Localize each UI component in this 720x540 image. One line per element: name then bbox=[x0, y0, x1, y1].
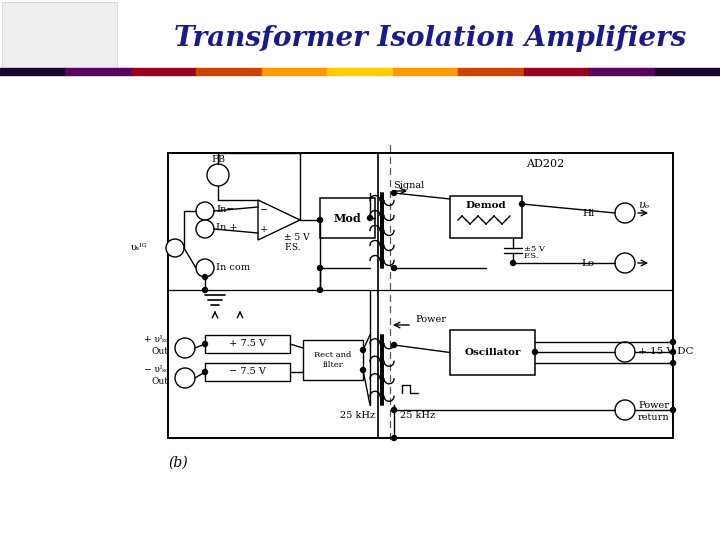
Bar bbox=[328, 68, 394, 75]
Circle shape bbox=[392, 266, 397, 271]
Circle shape bbox=[318, 266, 323, 271]
Circle shape bbox=[318, 218, 323, 222]
Text: Signal: Signal bbox=[393, 181, 424, 191]
Text: F.S.: F.S. bbox=[524, 252, 539, 260]
Text: + υᴵₛₒ: + υᴵₛₒ bbox=[145, 334, 169, 343]
Text: 25 kHz: 25 kHz bbox=[340, 410, 375, 420]
Bar bbox=[197, 68, 263, 75]
Text: In +: In + bbox=[216, 224, 238, 233]
Text: ±5 V: ±5 V bbox=[524, 245, 545, 253]
Text: −: − bbox=[260, 206, 268, 215]
Circle shape bbox=[670, 340, 675, 345]
Bar bbox=[0, 68, 66, 75]
Circle shape bbox=[520, 201, 524, 206]
Text: Hi: Hi bbox=[582, 208, 595, 218]
Text: + 7.5 V: + 7.5 V bbox=[229, 340, 266, 348]
Bar bbox=[262, 68, 328, 75]
Text: Mod: Mod bbox=[333, 213, 361, 224]
Circle shape bbox=[670, 349, 675, 354]
Text: Lo: Lo bbox=[582, 259, 595, 267]
Circle shape bbox=[367, 215, 372, 220]
Text: − 7.5 V: − 7.5 V bbox=[229, 368, 266, 376]
Circle shape bbox=[175, 368, 195, 388]
Circle shape bbox=[533, 349, 538, 354]
Bar bbox=[205, 335, 290, 353]
Bar bbox=[320, 198, 375, 238]
Circle shape bbox=[392, 435, 397, 441]
Text: ± 5 V: ± 5 V bbox=[284, 233, 310, 241]
Text: Demod: Demod bbox=[466, 200, 506, 210]
Circle shape bbox=[361, 348, 366, 353]
Bar bbox=[523, 68, 590, 75]
Bar bbox=[392, 68, 459, 75]
Bar bbox=[168, 153, 378, 438]
Text: Power: Power bbox=[638, 402, 669, 410]
Text: Power: Power bbox=[415, 315, 446, 325]
Circle shape bbox=[615, 253, 635, 273]
Circle shape bbox=[615, 400, 635, 420]
Circle shape bbox=[361, 368, 366, 373]
Circle shape bbox=[510, 260, 516, 266]
Text: return: return bbox=[638, 413, 670, 422]
Text: FB: FB bbox=[211, 154, 225, 164]
Circle shape bbox=[196, 220, 214, 238]
Circle shape bbox=[202, 341, 207, 347]
Text: F.S.: F.S. bbox=[284, 242, 300, 252]
Circle shape bbox=[670, 408, 675, 413]
Circle shape bbox=[615, 342, 635, 362]
Text: +: + bbox=[260, 225, 268, 233]
Circle shape bbox=[207, 164, 229, 186]
Circle shape bbox=[392, 191, 397, 195]
Circle shape bbox=[615, 203, 635, 223]
Circle shape bbox=[202, 274, 207, 280]
Circle shape bbox=[318, 287, 323, 293]
Circle shape bbox=[175, 338, 195, 358]
Circle shape bbox=[670, 361, 675, 366]
Text: Transformer Isolation Amplifiers: Transformer Isolation Amplifiers bbox=[174, 24, 686, 51]
Text: + 15 V DC: + 15 V DC bbox=[638, 348, 693, 356]
Bar bbox=[654, 68, 720, 75]
Text: In−: In− bbox=[216, 206, 235, 214]
Text: Out: Out bbox=[152, 376, 169, 386]
Bar bbox=[66, 68, 132, 75]
Text: filter: filter bbox=[323, 361, 343, 369]
Bar bbox=[131, 68, 197, 75]
Circle shape bbox=[166, 239, 184, 257]
Circle shape bbox=[196, 259, 214, 277]
Text: Rect and: Rect and bbox=[315, 351, 351, 359]
Text: AD202: AD202 bbox=[526, 159, 564, 169]
Circle shape bbox=[202, 287, 207, 293]
Bar bbox=[2, 2, 117, 70]
Circle shape bbox=[196, 202, 214, 220]
Circle shape bbox=[392, 342, 397, 348]
Bar bbox=[589, 68, 655, 75]
Text: (b): (b) bbox=[168, 456, 188, 470]
Bar bbox=[450, 330, 535, 375]
Text: υₛᴵᴳ: υₛᴵᴳ bbox=[130, 244, 147, 253]
Bar bbox=[205, 363, 290, 381]
Text: In com: In com bbox=[216, 264, 250, 273]
Circle shape bbox=[202, 369, 207, 375]
Text: − υᴵₛₒ: − υᴵₛₒ bbox=[145, 364, 169, 374]
Bar bbox=[450, 196, 522, 238]
Text: 25 kHz: 25 kHz bbox=[400, 410, 435, 420]
Text: Out: Out bbox=[152, 347, 169, 355]
Bar bbox=[168, 153, 673, 438]
Text: Oscillator: Oscillator bbox=[464, 348, 521, 357]
Text: υₒ: υₒ bbox=[638, 200, 649, 210]
Bar bbox=[303, 340, 363, 380]
Circle shape bbox=[392, 408, 397, 413]
Bar bbox=[458, 68, 525, 75]
